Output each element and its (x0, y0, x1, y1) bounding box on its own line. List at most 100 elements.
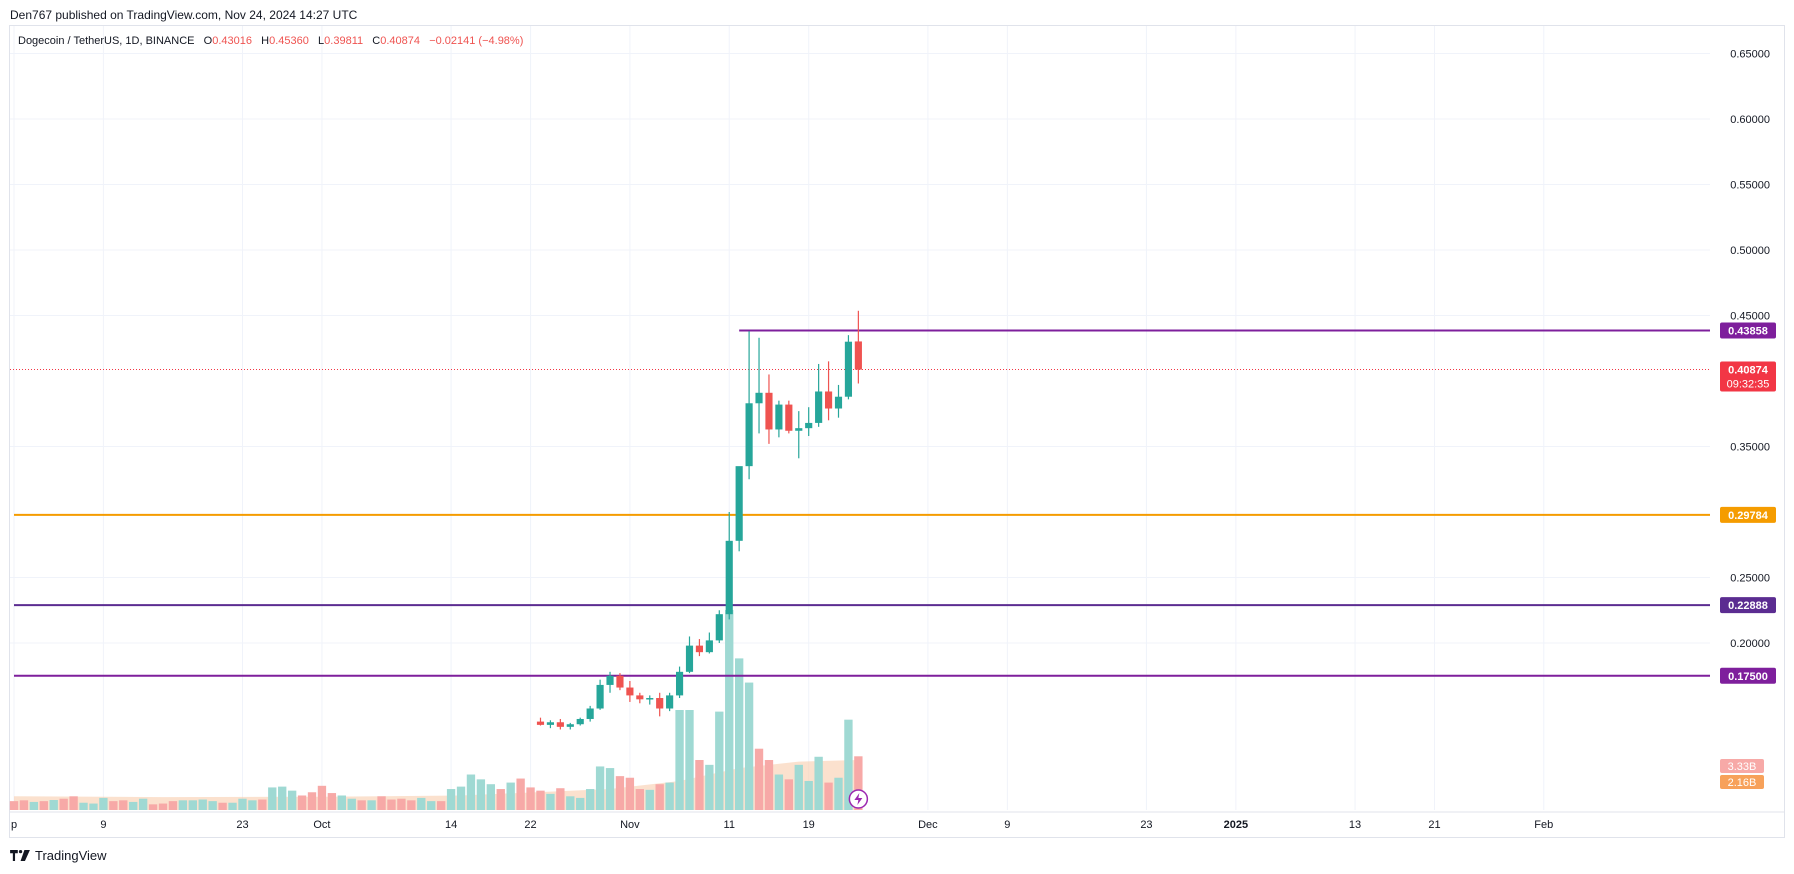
candle-body (566, 724, 574, 727)
candle-body (646, 698, 654, 700)
volume-bar (625, 777, 635, 810)
symbol-legend: Dogecoin / TetherUS, 1D, BINANCE O0.4301… (18, 35, 523, 47)
open-value: 0.43016 (212, 35, 252, 47)
x-tick-label: 9 (1004, 819, 1010, 831)
level-tag-label: 0.22888 (1728, 600, 1768, 612)
volume-bar (79, 802, 88, 810)
volume-tag (1720, 775, 1764, 789)
volume-bar (844, 719, 853, 810)
volume-bar (178, 800, 188, 810)
level-tag (1720, 322, 1776, 339)
y-tick-label: 0.35000 (1730, 442, 1770, 454)
volume-bar (397, 798, 406, 810)
volume-bar (476, 779, 486, 810)
last-price-tag (1720, 361, 1776, 392)
volume-bar (526, 787, 535, 810)
volume-bar (228, 802, 237, 810)
candle-body (546, 722, 554, 725)
candle-body (626, 687, 634, 696)
x-tick-label: 11 (724, 819, 735, 831)
volume-bar (695, 760, 704, 810)
volume-bar (774, 774, 784, 810)
x-tick-label: Dec (918, 819, 938, 831)
candle-body (536, 721, 545, 725)
candle-body (785, 404, 793, 431)
y-tick-label: 0.60000 (1730, 114, 1770, 126)
x-tick-label: 23 (1140, 819, 1152, 831)
volume-bar (585, 789, 595, 810)
volume-bar (496, 789, 505, 810)
volume-bar (407, 800, 416, 810)
open-label: O (203, 35, 213, 47)
volume-bar (446, 789, 456, 810)
volume-bar (198, 799, 207, 810)
level-tag (1720, 667, 1776, 684)
volume-bar (357, 800, 366, 810)
volume-bar (19, 800, 29, 810)
volume-bar (595, 766, 605, 810)
candle-body (755, 392, 763, 404)
y-tick-label: 0.25000 (1730, 573, 1770, 585)
chart-frame[interactable] (9, 25, 1785, 838)
volume-bar (715, 711, 724, 810)
volume-bar (506, 782, 515, 810)
volume-bar (854, 756, 863, 810)
volume-bar (655, 784, 664, 810)
volume-bar (377, 796, 386, 810)
x-tick-label: 22 (524, 819, 536, 831)
volume-bar (268, 787, 277, 810)
candle-body (854, 341, 862, 370)
y-tick-label: 0.65000 (1730, 49, 1770, 61)
x-tick-label: Oct (313, 819, 330, 831)
candle-body (636, 695, 644, 700)
candle-body (824, 391, 833, 409)
volume-bar (29, 801, 39, 810)
volume-bar (665, 782, 674, 810)
volume-bar (605, 768, 615, 810)
candle-body (586, 708, 594, 719)
volume-bar (109, 801, 118, 810)
candle-body (715, 614, 723, 641)
volume-bar (556, 788, 565, 810)
close-value: 0.40874 (380, 35, 421, 47)
volume-bar (734, 658, 744, 810)
volume-bar (516, 778, 525, 810)
lightning-icon (854, 793, 863, 805)
last-price-label: 0.40874 (1728, 365, 1769, 377)
high-label: H (261, 35, 270, 47)
tradingview-footer[interactable]: TradingView (10, 848, 107, 863)
volume-bar (238, 798, 247, 810)
volume-bar (138, 798, 148, 810)
x-tick-label: 9 (100, 819, 106, 831)
y-tick-label: 0.45000 (1730, 311, 1770, 323)
volume-bar (148, 804, 158, 810)
volume-bar (347, 798, 356, 810)
candle-body (775, 404, 783, 430)
x-tick-label: 23 (236, 819, 248, 831)
candle-body (745, 403, 753, 467)
level-tag-label: 0.43858 (1728, 325, 1768, 337)
volume-bar (466, 774, 476, 810)
volume-bar (834, 777, 843, 810)
x-tick-label: 14 (445, 819, 457, 831)
level-tag (1720, 597, 1776, 614)
candle-body (805, 422, 813, 429)
candle-body (675, 671, 684, 696)
volume-bar (417, 797, 426, 810)
candle-body (765, 392, 773, 430)
x-tick-label: 19 (803, 819, 815, 831)
tradingview-logo-icon (10, 850, 30, 861)
volume-bar (427, 801, 436, 810)
volume-bar (784, 779, 794, 810)
candle-body (834, 396, 843, 409)
candle-body (606, 675, 614, 685)
symbol-name: Dogecoin / TetherUS, 1D, BINANCE (18, 35, 195, 47)
volume-tag-label: 2.16B (1728, 777, 1757, 789)
x-tick-label: 2025 (1224, 819, 1248, 831)
volume-bar (158, 803, 168, 810)
low-value: 0.39811 (324, 35, 364, 47)
volume-bar (327, 793, 337, 810)
volume-tag-label: 3.33B (1728, 761, 1757, 773)
volume-bar (814, 756, 823, 810)
